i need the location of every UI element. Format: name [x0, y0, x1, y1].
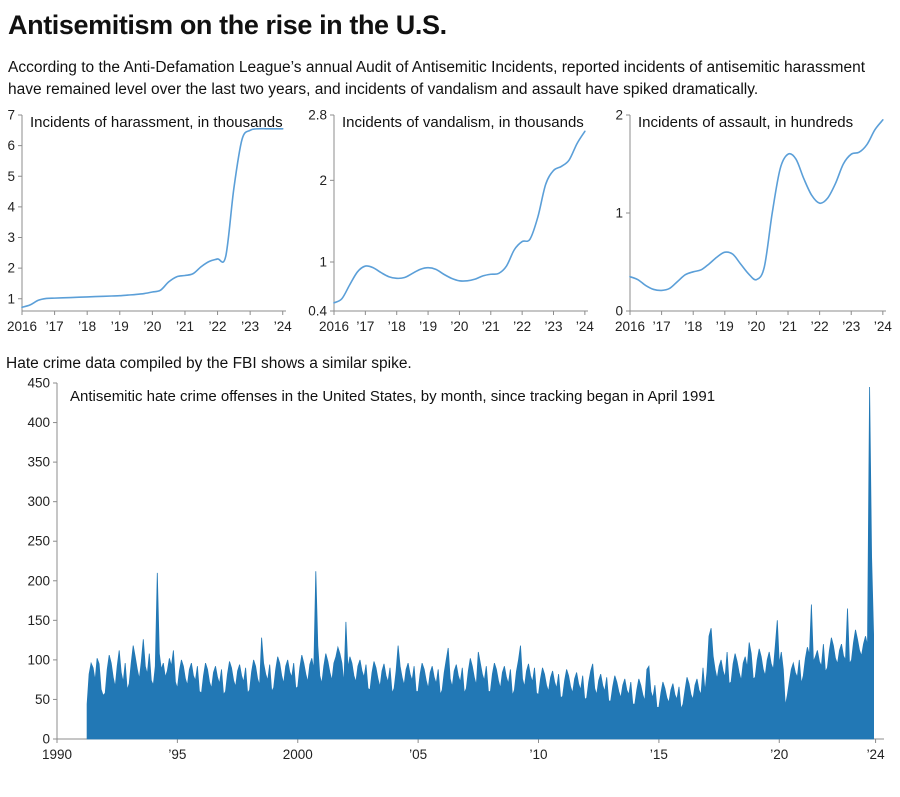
big-chart-container: ’24’20’15’10’05 2000’95 1990 450 400 350 300 25… — [0, 373, 900, 773]
svg-text:’17: ’17 — [653, 319, 671, 334]
svg-text:1990: 1990 — [42, 747, 72, 762]
page-header: Antisemitism on the rise in the U.S. Acc… — [0, 0, 900, 101]
middle-note: Hate crime data compiled by the FBI show… — [6, 355, 412, 372]
svg-text:0: 0 — [615, 304, 623, 319]
svg-text:’22: ’22 — [513, 319, 531, 334]
svg-text:’18: ’18 — [388, 319, 406, 334]
svg-text:100: 100 — [27, 652, 50, 667]
svg-text:400: 400 — [27, 415, 50, 430]
svg-text:’22: ’22 — [209, 319, 227, 334]
page-subtitle: According to the Anti-Defamation League’… — [8, 59, 866, 98]
svg-text:’10: ’10 — [530, 747, 548, 762]
svg-text:’18: ’18 — [78, 319, 96, 334]
svg-text:2: 2 — [7, 261, 15, 276]
svg-text:’19: ’19 — [716, 319, 734, 334]
svg-text:2: 2 — [615, 108, 623, 123]
assault-chart-container: ’24 ’23 ’22 ’21 ’20 ’19 ’18 ’17 2016 2 1 0 Incident… — [600, 105, 900, 343]
hate-crime-chart-title: Antisemitic hate crime offenses in the U… — [70, 388, 715, 405]
svg-text:’17: ’17 — [46, 319, 64, 334]
svg-text:2.8: 2.8 — [308, 108, 327, 123]
svg-text:4: 4 — [7, 199, 15, 214]
svg-text:’19: ’19 — [419, 319, 437, 334]
svg-text:’24: ’24 — [274, 319, 293, 334]
page-title: Antisemitism on the rise in the U.S. — [8, 10, 447, 40]
hate-crime-area-chart: ’24’20’15’10’052000’95199045040035030025… — [27, 376, 886, 763]
svg-text:’23: ’23 — [544, 319, 562, 334]
svg-text:’24: ’24 — [576, 319, 595, 334]
svg-text:2016: 2016 — [615, 319, 645, 334]
svg-text:’23: ’23 — [241, 319, 259, 334]
svg-text:450: 450 — [27, 376, 50, 391]
svg-text:5: 5 — [7, 169, 15, 184]
svg-text:200: 200 — [27, 573, 50, 588]
svg-text:’21: ’21 — [176, 319, 194, 334]
svg-text:’20: ’20 — [143, 319, 161, 334]
svg-text:1: 1 — [615, 206, 623, 221]
svg-text:’18: ’18 — [684, 319, 702, 334]
vandalism-line-chart: ’24 ’23 ’22 ’21 ’20 ’19 ’18 ’17 2016 2.8 2 1 0.4 Inc… — [308, 108, 595, 335]
svg-text:150: 150 — [27, 613, 50, 628]
svg-text:’21: ’21 — [779, 319, 797, 334]
svg-text:’22: ’22 — [811, 319, 829, 334]
harassment-chart-title: Incidents of harassment, in thousands — [30, 114, 283, 131]
svg-text:7: 7 — [7, 108, 15, 123]
svg-text:’21: ’21 — [482, 319, 500, 334]
svg-text:50: 50 — [35, 692, 50, 707]
svg-text:0.4: 0.4 — [308, 304, 327, 319]
svg-text:1: 1 — [319, 255, 327, 270]
svg-text:3: 3 — [7, 230, 15, 245]
svg-text:1: 1 — [7, 291, 15, 306]
vandalism-chart-container: ’24 ’23 ’22 ’21 ’20 ’19 ’18 ’17 2016 2.8 2 1 0.4 Inc… — [300, 105, 600, 343]
svg-text:’15: ’15 — [650, 747, 668, 762]
svg-text:2016: 2016 — [7, 319, 37, 334]
harassment-chart-container: ’24 ’23 ’22 ’21 ’20 ’19 ’18 ’17 2016 7 6 5 4 3 2 1 Inci… — [0, 105, 300, 343]
svg-text:’95: ’95 — [168, 747, 186, 762]
svg-text:300: 300 — [27, 494, 50, 509]
svg-text:’24: ’24 — [867, 747, 886, 762]
svg-text:350: 350 — [27, 455, 50, 470]
small-charts-row: ’24 ’23 ’22 ’21 ’20 ’19 ’18 ’17 2016 7 6 5 4 3 2 1 Inci… — [0, 105, 900, 343]
svg-text:’20: ’20 — [770, 747, 788, 762]
vandalism-chart-title: Incidents of vandalism, in thousands — [342, 114, 584, 131]
assault-line-chart: ’24 ’23 ’22 ’21 ’20 ’19 ’18 ’17 2016 2 1 0 Incident… — [615, 108, 893, 335]
svg-text:250: 250 — [27, 534, 50, 549]
svg-text:2000: 2000 — [283, 747, 313, 762]
svg-text:’19: ’19 — [111, 319, 129, 334]
svg-text:0: 0 — [42, 732, 50, 747]
assault-chart-title: Incidents of assault, in hundreds — [638, 114, 853, 131]
svg-text:’24: ’24 — [874, 319, 893, 334]
svg-text:2: 2 — [319, 173, 327, 188]
svg-text:’23: ’23 — [842, 319, 860, 334]
svg-text:’20: ’20 — [450, 319, 468, 334]
svg-text:’20: ’20 — [747, 319, 765, 334]
svg-text:’17: ’17 — [356, 319, 374, 334]
svg-text:2016: 2016 — [319, 319, 349, 334]
harassment-line-chart: ’24 ’23 ’22 ’21 ’20 ’19 ’18 ’17 2016 7 6 5 4 3 2 1 Inci… — [7, 108, 293, 335]
svg-text:6: 6 — [7, 138, 15, 153]
svg-text:’05: ’05 — [409, 747, 427, 762]
